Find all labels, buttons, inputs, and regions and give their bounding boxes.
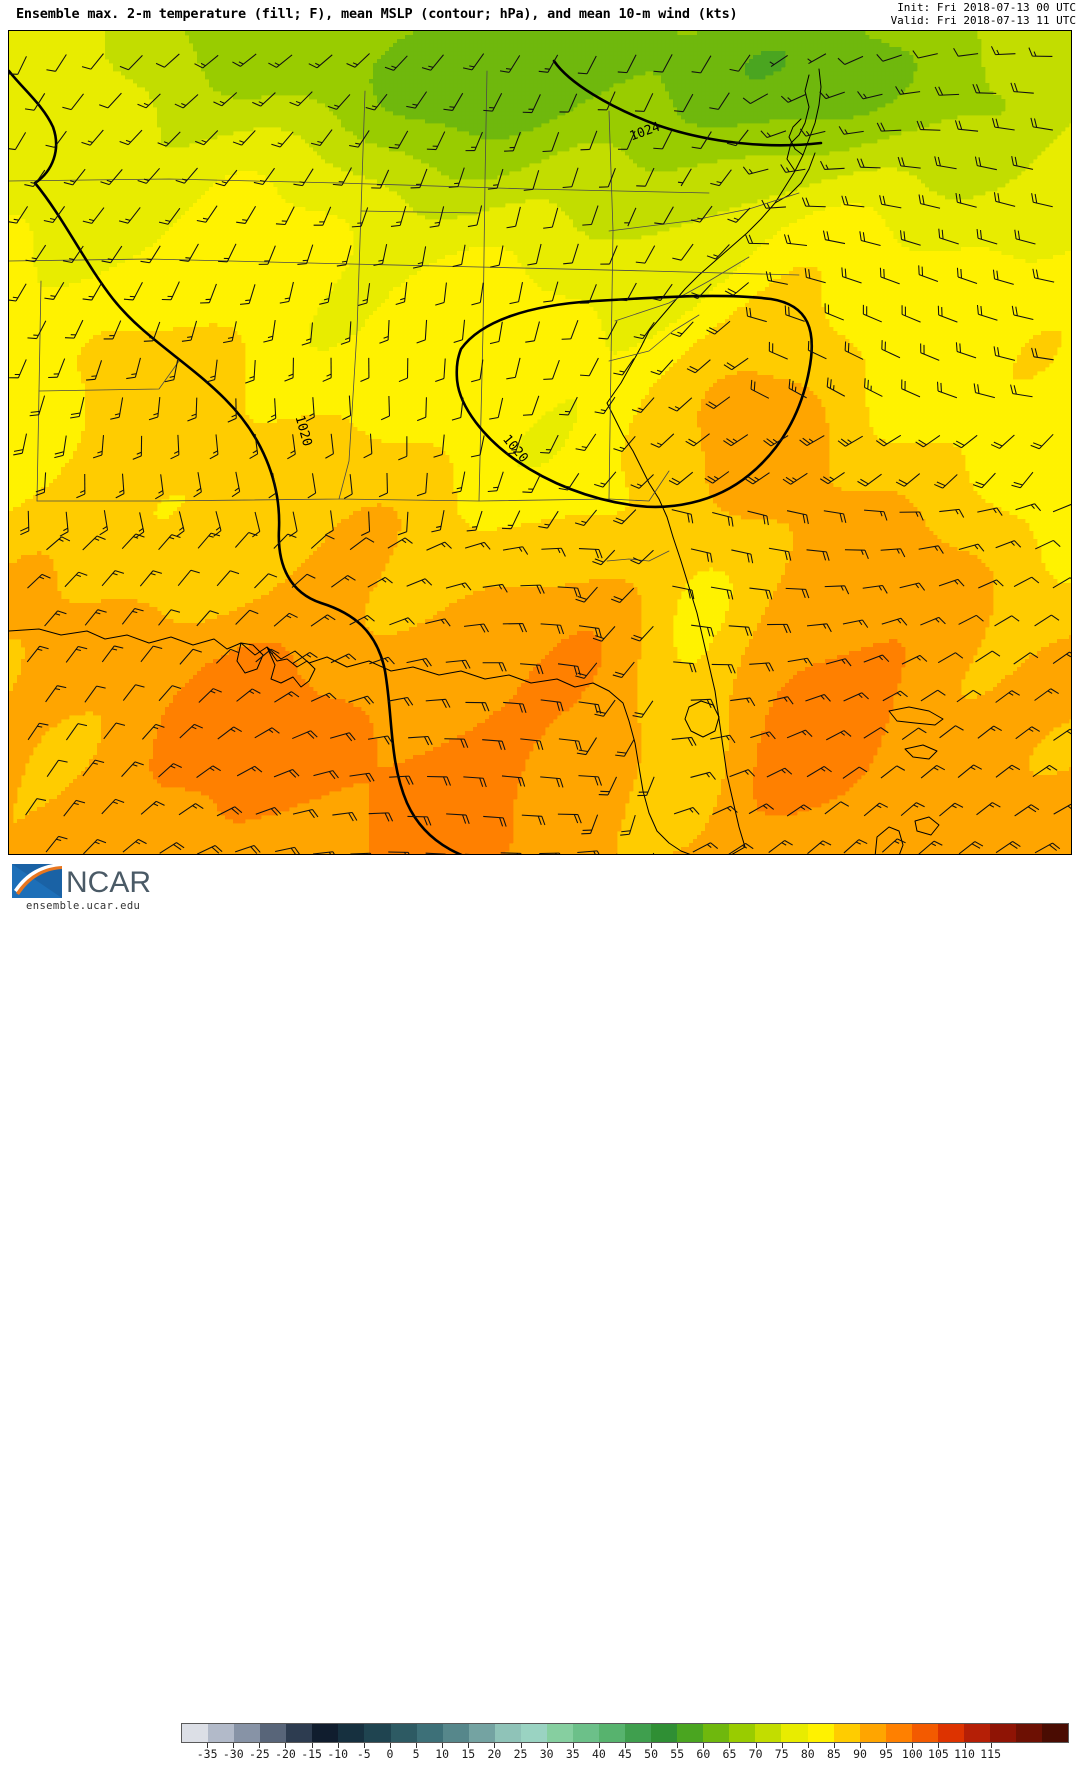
colorbar-tick-label: -25 (249, 1747, 270, 1761)
colorbar-tick-label: 80 (801, 1747, 815, 1761)
colorbar-swatch (1016, 1724, 1042, 1742)
colorbar-tick-label: 10 (435, 1747, 449, 1761)
colorbar-tick-label: 25 (514, 1747, 528, 1761)
colorbar-swatch (234, 1724, 260, 1742)
valid-time-label: Valid: Fri 2018-07-13 11 UTC (891, 14, 1076, 27)
colorbar-tick-label: 105 (928, 1747, 949, 1761)
ncar-logo-text: NCAR (66, 866, 151, 899)
colorbar-tick-label: -10 (327, 1747, 348, 1761)
colorbar-tick-label: 85 (827, 1747, 841, 1761)
colorbar-swatch (208, 1724, 234, 1742)
colorbar-tick-label: 90 (853, 1747, 867, 1761)
colorbar-swatch (391, 1724, 417, 1742)
colorbar-swatch (938, 1724, 964, 1742)
colorbar-tick-label: 40 (592, 1747, 606, 1761)
colorbar-swatch (729, 1724, 755, 1742)
weather-map-page: Ensemble max. 2-m temperature (fill; F),… (0, 0, 1080, 915)
colorbar-swatch (443, 1724, 469, 1742)
colorbar-swatch (964, 1724, 990, 1742)
page-title: Ensemble max. 2-m temperature (fill; F),… (16, 6, 737, 22)
colorbar-tick-label: 100 (902, 1747, 923, 1761)
colorbar-tick-label: 60 (696, 1747, 710, 1761)
time-stamp-block: Init: Fri 2018-07-13 00 UTC Valid: Fri 2… (891, 1, 1076, 27)
map-panel[interactable]: 1024102010201020 (8, 30, 1072, 855)
init-time-label: Init: Fri 2018-07-13 00 UTC (891, 1, 1076, 14)
colorbar-tick-label: 75 (775, 1747, 789, 1761)
colorbar-tick-label: 70 (749, 1747, 763, 1761)
colorbar-tick-label: 55 (670, 1747, 684, 1761)
colorbar-swatch (182, 1724, 208, 1742)
colorbar-tick-labels: -35 -30 -25 -20 -15 -10 -5 0 5 10 15 20 25 30 35 40 45 50… (181, 1747, 1069, 1767)
colorbar-tick-label: -35 (197, 1747, 218, 1761)
colorbar-tick-label: 0 (386, 1747, 393, 1761)
weather-map-canvas[interactable]: 1024102010201020 (9, 31, 1071, 854)
colorbar-tick-label: 30 (540, 1747, 554, 1761)
colorbar-swatch (469, 1724, 495, 1742)
colorbar-tick-label: 110 (954, 1747, 975, 1761)
colorbar-swatch (495, 1724, 521, 1742)
colorbar-swatch (599, 1724, 625, 1742)
colorbar-swatch (312, 1724, 338, 1742)
colorbar-swatch (625, 1724, 651, 1742)
colorbar-swatch (338, 1724, 364, 1742)
colorbar-tick-label: 45 (618, 1747, 632, 1761)
colorbar-tick-label: 15 (461, 1747, 475, 1761)
colorbar-swatch (651, 1724, 677, 1742)
colorbar-swatch (573, 1724, 599, 1742)
colorbar-tick-label: -20 (275, 1747, 296, 1761)
colorbar-swatch (547, 1724, 573, 1742)
colorbar-tick-label: -15 (301, 1747, 322, 1761)
colorbar-swatch (990, 1724, 1016, 1742)
colorbar-tick-label: 95 (879, 1747, 893, 1761)
colorbar-swatch (417, 1724, 443, 1742)
footer-bar: NCAR ensemble.ucar.edu -35-30-25-20-15-1… (0, 856, 1080, 915)
colorbar-tick-label: 35 (566, 1747, 580, 1761)
colorbar-swatch (781, 1724, 807, 1742)
colorbar-swatch (808, 1724, 834, 1742)
ncar-logo-mark: NCAR (8, 860, 168, 900)
colorbar-tick-label: 65 (723, 1747, 737, 1761)
header-bar: Ensemble max. 2-m temperature (fill; F),… (0, 0, 1080, 30)
colorbar[interactable] (181, 1723, 1069, 1743)
colorbar-tick-label: 50 (644, 1747, 658, 1761)
colorbar-swatch (364, 1724, 390, 1742)
colorbar-tick-label: -5 (357, 1747, 371, 1761)
colorbar-tick-label: 5 (413, 1747, 420, 1761)
colorbar-swatch (834, 1724, 860, 1742)
colorbar-swatch (521, 1724, 547, 1742)
temperature-fill-layer (9, 31, 1071, 854)
colorbar-swatch (260, 1724, 286, 1742)
ncar-url-label: ensemble.ucar.edu (26, 900, 140, 912)
colorbar-swatch (703, 1724, 729, 1742)
colorbar-tick-label: -30 (223, 1747, 244, 1761)
colorbar-swatch (1042, 1724, 1068, 1742)
ncar-logo[interactable]: NCAR ensemble.ucar.edu (8, 860, 168, 912)
colorbar-swatch (886, 1724, 912, 1742)
colorbar-swatch (912, 1724, 938, 1742)
colorbar-swatch (755, 1724, 781, 1742)
colorbar-tick-label: 115 (980, 1747, 1001, 1761)
colorbar-tick-label: 20 (487, 1747, 501, 1761)
colorbar-swatch (677, 1724, 703, 1742)
colorbar-swatch (860, 1724, 886, 1742)
colorbar-swatch (286, 1724, 312, 1742)
